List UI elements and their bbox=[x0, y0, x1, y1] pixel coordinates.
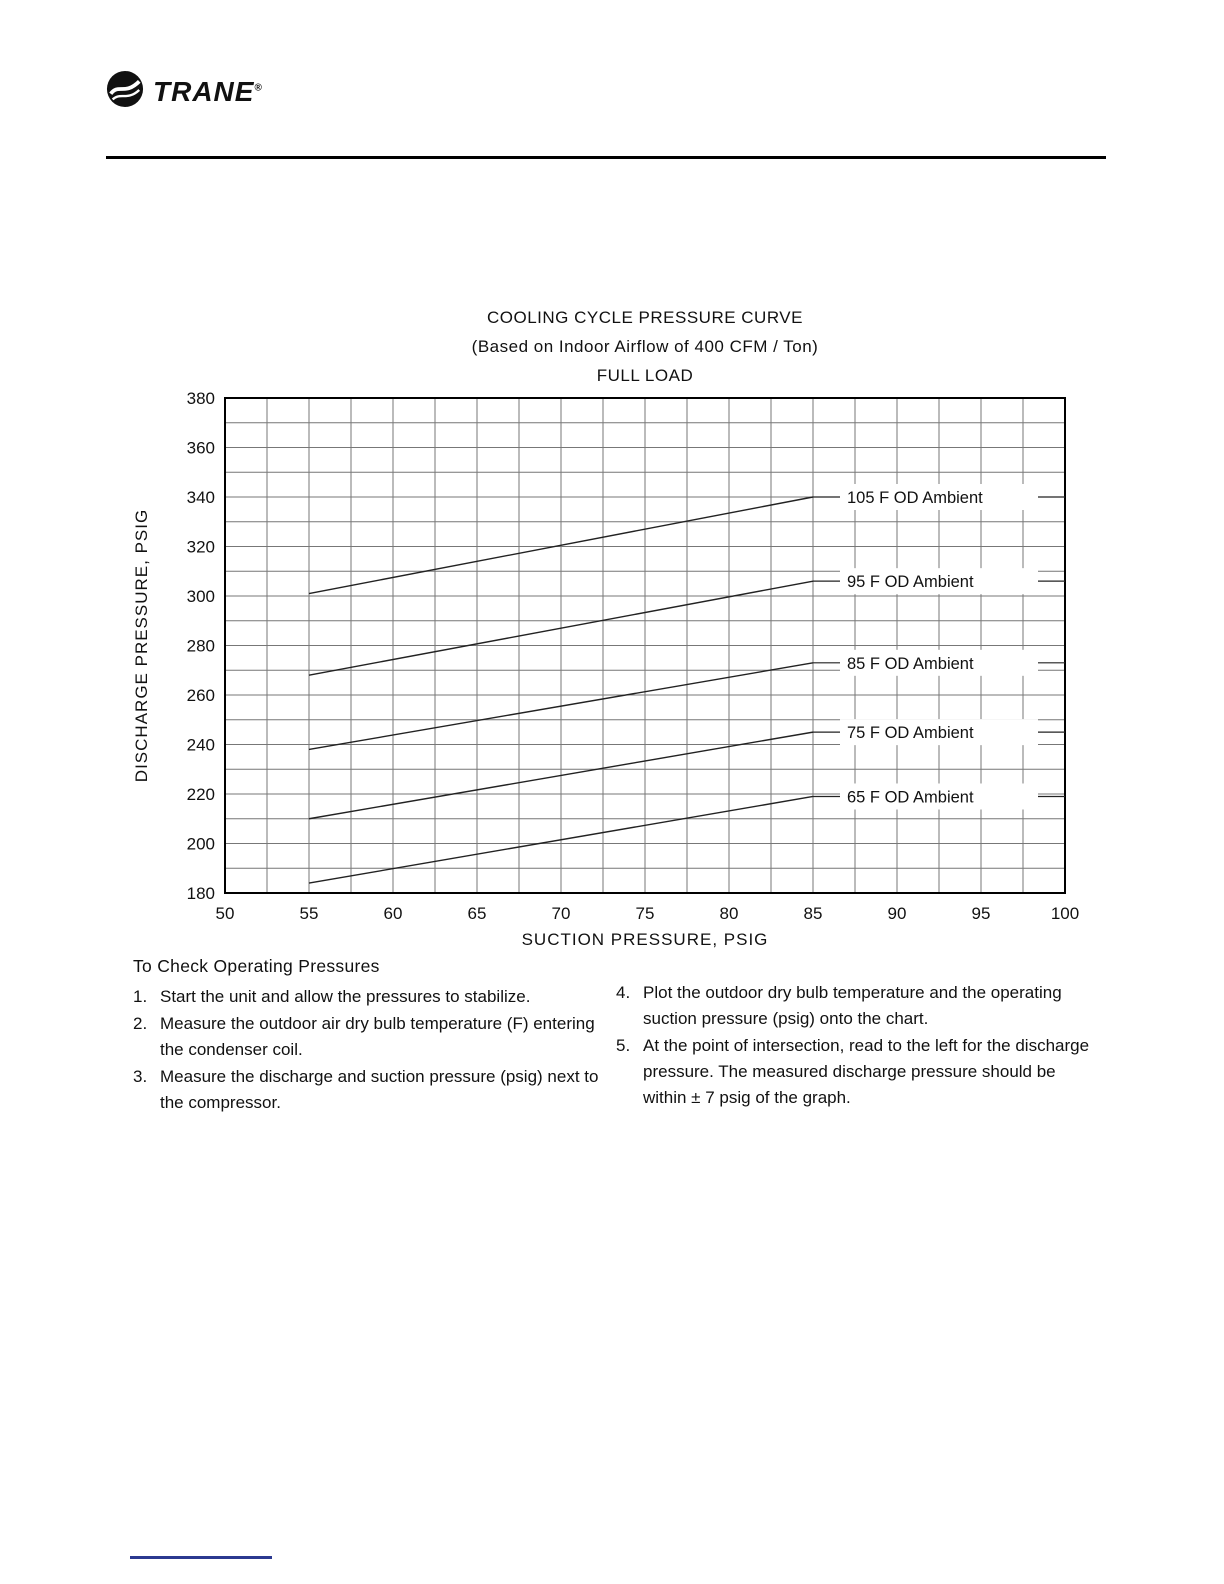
trane-logo-icon bbox=[106, 70, 144, 113]
y-tick-label: 320 bbox=[187, 538, 215, 557]
x-tick-label: 70 bbox=[552, 904, 571, 923]
footer-rule bbox=[130, 1556, 272, 1559]
instruction-number: 5. bbox=[616, 1036, 631, 1055]
x-tick-label: 100 bbox=[1051, 904, 1079, 923]
series-label: 65 F OD Ambient bbox=[847, 788, 974, 806]
series-label-bg bbox=[840, 783, 1038, 810]
instruction-item: 5. At the point of intersection, read to… bbox=[616, 1033, 1100, 1111]
y-tick-label: 180 bbox=[187, 884, 215, 903]
y-axis-label: DISCHARGE PRESSURE, PSIG bbox=[132, 509, 151, 782]
instructions-left-column: 1. Start the unit and allow the pressure… bbox=[133, 984, 611, 1117]
pressure-curve-chart: 180 200 220 240 260 280 300 320 340 360 380 50 55 60 6… bbox=[132, 389, 1079, 949]
instruction-text: At the point of intersection, read to th… bbox=[643, 1036, 1090, 1107]
instruction-item: 4. Plot the outdoor dry bulb temperature… bbox=[616, 980, 1100, 1032]
y-tick-label: 260 bbox=[187, 686, 215, 705]
x-tick-label: 95 bbox=[972, 904, 991, 923]
y-tick-label: 380 bbox=[187, 389, 215, 408]
series-label-bg bbox=[840, 719, 1038, 746]
y-tick-label: 240 bbox=[187, 736, 215, 755]
plot-border bbox=[224, 397, 1066, 894]
series-line bbox=[308, 795, 814, 884]
brand-logo: TRANE® bbox=[106, 70, 263, 113]
instruction-number: 4. bbox=[616, 983, 631, 1002]
x-tick-label: 65 bbox=[468, 904, 487, 923]
x-tick-label: 75 bbox=[636, 904, 655, 923]
series-label-bg bbox=[840, 568, 1038, 595]
brand-wordmark: TRANE® bbox=[153, 75, 263, 107]
instruction-text: Measure the discharge and suction pressu… bbox=[160, 1067, 599, 1112]
instruction-number: 2. bbox=[133, 1014, 148, 1033]
series-label-bg bbox=[840, 484, 1038, 510]
y-tick-label: 280 bbox=[187, 637, 215, 656]
x-tick-label: 80 bbox=[720, 904, 739, 923]
series-label: 85 F OD Ambient bbox=[847, 655, 974, 673]
y-tick-label: 220 bbox=[187, 785, 215, 804]
y-tick-label: 200 bbox=[187, 835, 215, 854]
x-tick-label: 90 bbox=[888, 904, 907, 923]
series-label-bg bbox=[840, 649, 1038, 676]
y-tick-label: 360 bbox=[187, 439, 215, 458]
instruction-item: 2. Measure the outdoor air dry bulb temp… bbox=[133, 1011, 611, 1063]
chart-title: COOLING CYCLE PRESSURE CURVE bbox=[487, 308, 803, 327]
instruction-text: Start the unit and allow the pressures t… bbox=[160, 987, 531, 1006]
x-tick-label: 85 bbox=[804, 904, 823, 923]
instruction-number: 3. bbox=[133, 1067, 148, 1086]
series-line bbox=[308, 496, 814, 595]
chart-subtitle: (Based on Indoor Airflow of 400 CFM / To… bbox=[471, 337, 819, 356]
instruction-text: Plot the outdoor dry bulb temperature an… bbox=[643, 983, 1062, 1028]
y-tick-label: 340 bbox=[187, 488, 215, 507]
instruction-number: 1. bbox=[133, 987, 148, 1006]
chart-title-block: COOLING CYCLE PRESSURE CURVE (Based on I… bbox=[145, 303, 1145, 390]
instruction-item: 1. Start the unit and allow the pressure… bbox=[133, 984, 611, 1010]
registered-mark: ® bbox=[254, 82, 263, 94]
x-tick-label: 55 bbox=[300, 904, 319, 923]
instruction-text: Measure the outdoor air dry bulb tempera… bbox=[160, 1014, 595, 1059]
chart-subtitle-load: FULL LOAD bbox=[596, 366, 694, 385]
y-tick-label: 300 bbox=[187, 587, 215, 606]
x-tick-label: 50 bbox=[216, 904, 235, 923]
series-label: 75 F OD Ambient bbox=[847, 724, 974, 742]
instructions-right-column: 4. Plot the outdoor dry bulb temperature… bbox=[616, 980, 1100, 1112]
x-axis-label: SUCTION PRESSURE, PSIG bbox=[522, 930, 769, 949]
instruction-item: 3. Measure the discharge and suction pre… bbox=[133, 1064, 611, 1116]
series-label: 95 F OD Ambient bbox=[847, 573, 974, 591]
series-label: 105 F OD Ambient bbox=[847, 489, 983, 507]
series-line bbox=[308, 580, 814, 676]
header-rule bbox=[106, 156, 1106, 159]
series-line bbox=[308, 662, 814, 751]
x-tick-label: 60 bbox=[384, 904, 403, 923]
series-line bbox=[308, 731, 814, 820]
instructions-heading: To Check Operating Pressures bbox=[133, 956, 380, 976]
